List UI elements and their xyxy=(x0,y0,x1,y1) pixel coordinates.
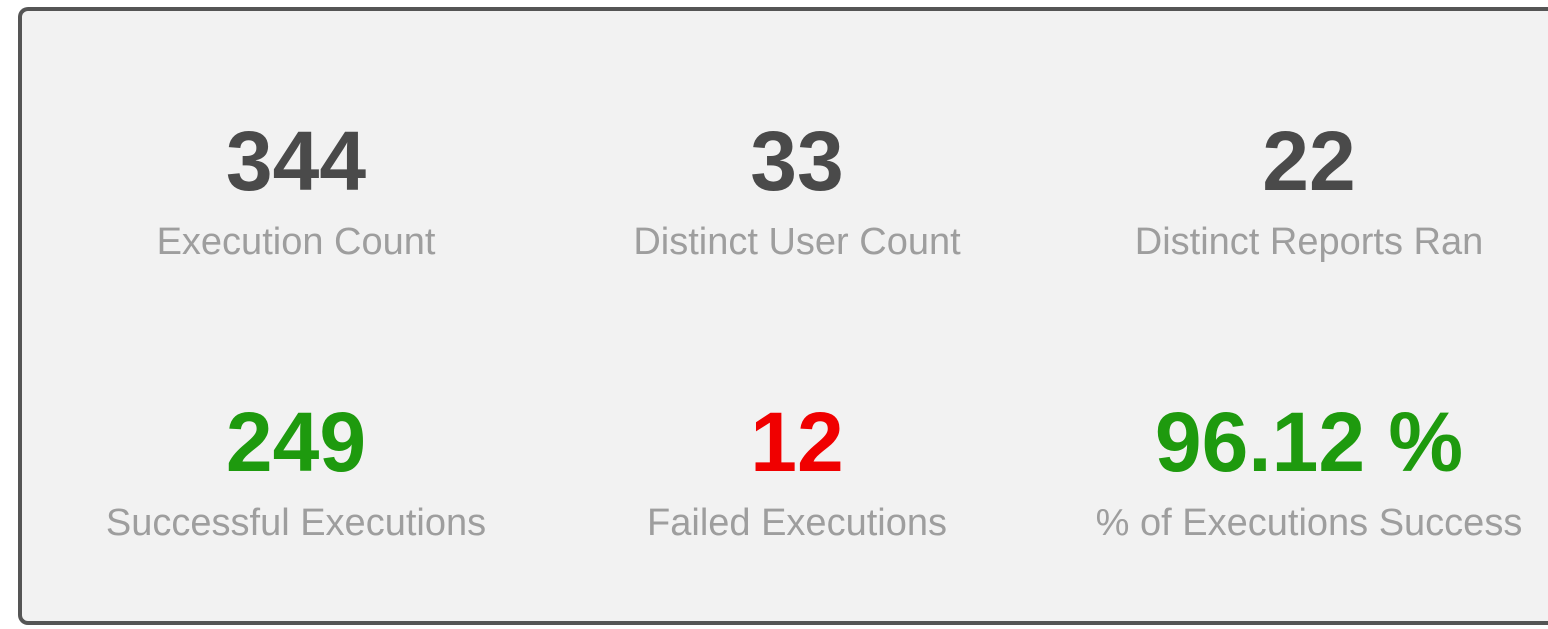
kpi: 22 Distinct Reports Ran xyxy=(1069,116,1548,264)
kpi-value: 344 xyxy=(225,114,367,208)
kpi: 96.12 % % of Executions Success xyxy=(1069,397,1548,545)
kpi-label: Execution Count xyxy=(156,221,436,263)
kpi-label: Failed Executions xyxy=(647,502,947,544)
kpi-label: Successful Executions xyxy=(105,502,487,544)
kpi: 249 Successful Executions xyxy=(56,397,536,545)
kpi: 12 Failed Executions xyxy=(557,397,1037,545)
kpi: 344 Execution Count xyxy=(56,116,536,264)
kpi-card: 344 Execution Count 33 Distinct User Count… xyxy=(18,7,1548,625)
kpi-value: 33 xyxy=(750,114,844,208)
kpi-value: 96.12 % xyxy=(1154,395,1464,489)
kpi: 33 Distinct User Count xyxy=(557,116,1037,264)
kpi-value: 12 xyxy=(750,395,844,489)
kpi-value: 22 xyxy=(1262,114,1356,208)
kpi-label: Distinct Reports Ran xyxy=(1134,221,1484,263)
kpi-label: % of Executions Success xyxy=(1095,502,1523,544)
kpi-value: 249 xyxy=(225,395,367,489)
kpi-label: Distinct User Count xyxy=(633,221,961,263)
